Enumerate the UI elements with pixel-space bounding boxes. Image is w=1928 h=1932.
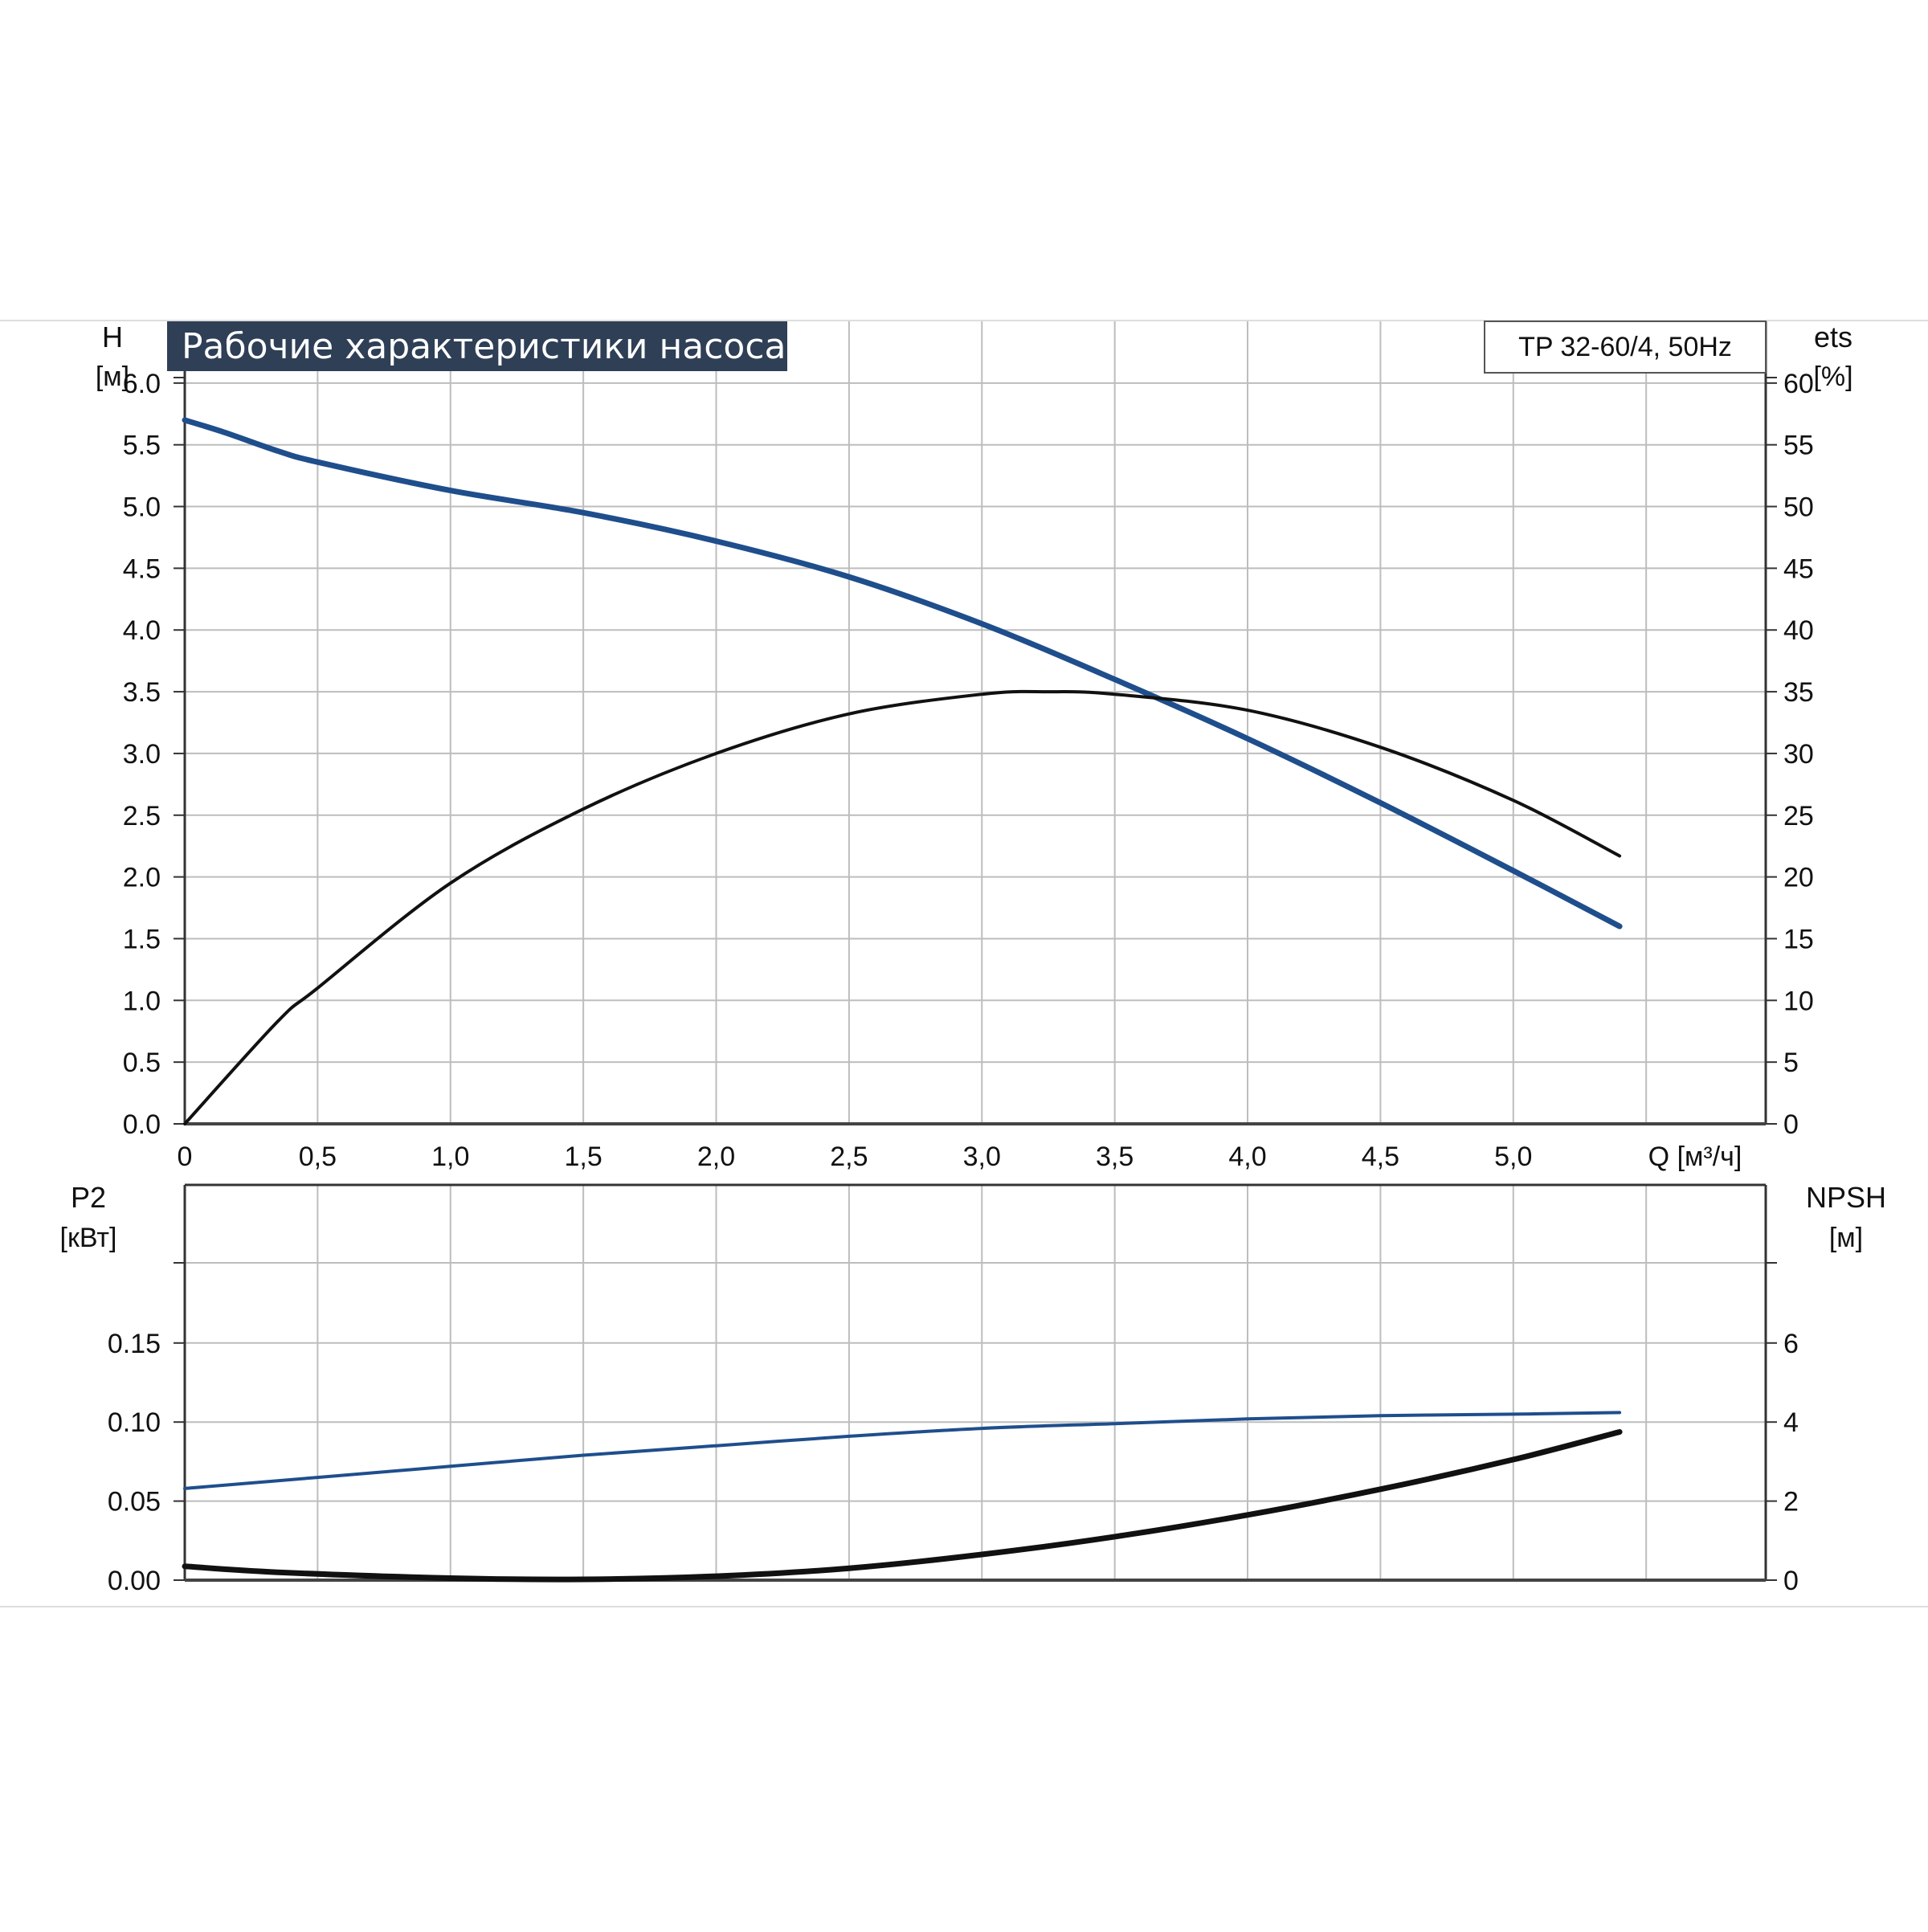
power-right-tick-label: 6 [1783,1329,1799,1359]
head-left-tick-label: 5.0 [123,492,161,523]
npsh-axis-title: NPSH [1806,1181,1886,1214]
power-left-tick-label: 0.05 [108,1487,161,1517]
model-label: TP 32-60/4, 50Hz [1518,332,1732,362]
x-tick-label: 5,0 [1494,1142,1532,1172]
power-axis-title: P2 [71,1181,106,1214]
head-right-tick-label: 20 [1783,863,1814,893]
head-left-tick-label: 2.0 [123,863,161,893]
head-left-tick-label: 1.5 [123,924,161,954]
head-left-tick-label: 0.0 [123,1109,161,1140]
head-right-tick-label: 30 [1783,739,1814,770]
head-right-tick-label: 55 [1783,431,1814,461]
x-axis-title: Q [м³/ч] [1648,1142,1742,1172]
title-banner [167,321,787,371]
power-left-tick-label: 0.10 [108,1407,161,1438]
head-right-tick-label: 45 [1783,553,1814,584]
head-right-tick-label: 15 [1783,924,1814,954]
head-left-tick-label: 4.0 [123,615,161,646]
power-series-1-curve [182,1429,1623,1583]
head-axis-title: H [102,321,123,353]
power-right-tick-label: 0 [1783,1566,1799,1596]
power-left-tick-label: 0.15 [108,1329,161,1359]
head-right-tick-label: 10 [1783,986,1814,1016]
head-right-tick-label: 35 [1783,677,1814,708]
efficiency-axis-title: ets [1814,321,1852,353]
head-right-tick-label: 5 [1783,1048,1799,1078]
head-left-tick-label: 1.0 [123,986,161,1016]
x-tick-label: 1,0 [431,1142,469,1172]
power-series-0-curve [183,1411,1622,1490]
power-plot-area [185,1185,1766,1580]
head-right-tick-label: 40 [1783,615,1814,646]
head-axis-unit: [м] [96,361,129,392]
efficiency-axis-unit: [%] [1813,361,1852,392]
head-left-tick-label: 0.5 [123,1048,161,1078]
head-left-tick-label: 3.0 [123,739,161,770]
head-series-1-curve [183,689,1622,1125]
x-tick-label: 2,5 [830,1142,868,1172]
x-tick-label: 0,5 [299,1142,337,1172]
chart-title: Рабочие характеристики насоса [182,326,786,367]
x-tick-label: 4,5 [1362,1142,1399,1172]
power-left-tick-label: 0.00 [108,1566,161,1596]
power-right-tick-label: 4 [1783,1407,1799,1438]
head-left-tick-label: 4.5 [123,553,161,584]
head-left-tick-label: 2.5 [123,801,161,831]
head-left-tick-label: 5.5 [123,431,161,461]
head-right-tick-label: 60 [1783,369,1814,399]
power-right-tick-label: 2 [1783,1487,1799,1517]
x-tick-label: 0 [178,1142,193,1172]
x-tick-label: 3,5 [1096,1142,1134,1172]
x-tick-label: 3,0 [963,1142,1001,1172]
head-left-tick-label: 3.5 [123,677,161,708]
x-tick-label: 4,0 [1228,1142,1266,1172]
head-right-tick-label: 0 [1783,1109,1799,1140]
x-tick-label: 1,5 [565,1142,602,1172]
head-right-tick-label: 25 [1783,801,1814,831]
x-tick-label: 2,0 [697,1142,735,1172]
power-axis-unit: [кВт] [60,1223,117,1253]
head-right-tick-label: 50 [1783,492,1814,523]
head-series-0-curve [182,417,1623,929]
head-left-tick-label: 6.0 [123,369,161,399]
model-label-box [1484,321,1767,374]
npsh-axis-unit: [м] [1829,1223,1863,1253]
head-plot-area [185,321,1766,1124]
